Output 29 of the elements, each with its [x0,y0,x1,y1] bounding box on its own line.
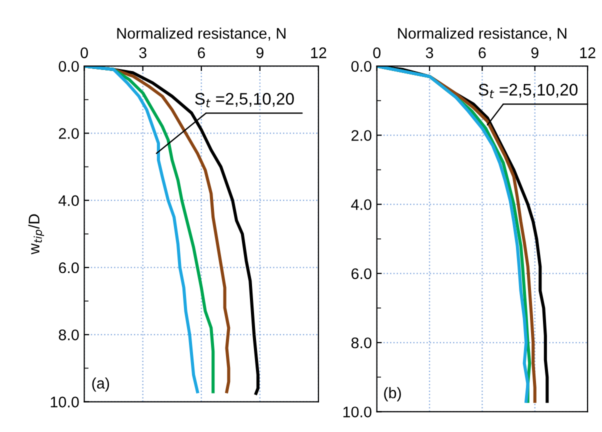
annotation: (a) [92,377,110,392]
x-tick-label: 12 [311,47,326,58]
x-tick-label: 3 [139,47,146,58]
y-tick-label: 10.0 [50,396,79,408]
x-tick-label: 9 [531,47,538,58]
y-tick-label: 6.0 [352,268,372,280]
y-tick-label: 2.0 [352,130,372,141]
y-tick-label: 6.0 [58,262,79,274]
x-axis-title: Normalized resistance, N [117,28,286,41]
y-tick-label: 8.0 [351,337,372,348]
x-tick-label: 12 [580,47,596,58]
x-tick-label: 0 [373,47,381,58]
annotation: (b) [384,387,401,402]
y-tick-label: 10.0 [343,406,372,418]
annotation: S$_{t}$ =2,5,10,20 [195,92,294,108]
x-tick-label: 3 [426,47,434,58]
y-tick-label: 4.0 [351,199,372,210]
x-tick-label: 0 [80,47,88,58]
y-tick-label: 4.0 [58,195,79,206]
y-axis-title: w$_{tip}$/D [28,214,44,254]
x-tick-label: 9 [256,47,264,58]
x-tick-label: 6 [198,47,205,58]
x-tick-label: 6 [478,47,486,58]
x-axis-title: Normalized resistance, N [398,28,566,41]
annotation: S$_{t}$ =2,5,10,20 [478,84,578,98]
y-tick-label: 0.0 [58,60,79,72]
y-tick-label: 0.0 [351,60,372,72]
y-tick-label: 2.0 [58,128,79,139]
y-tick-label: 8.0 [58,329,79,340]
